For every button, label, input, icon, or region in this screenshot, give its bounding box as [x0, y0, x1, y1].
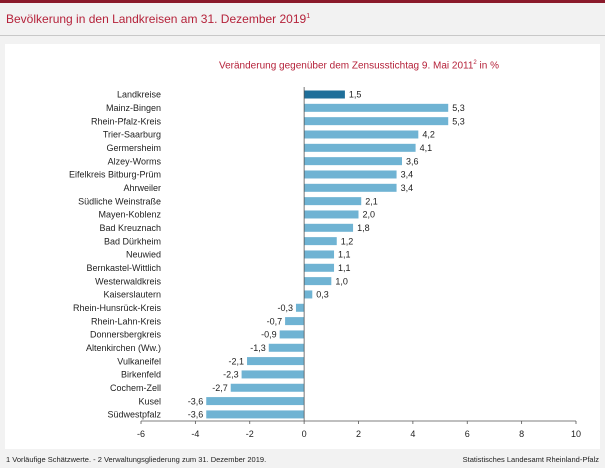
value-label: -3,6	[188, 396, 204, 406]
category-label: Germersheim	[106, 143, 161, 153]
bar	[304, 170, 397, 179]
value-label: -1,3	[250, 343, 266, 353]
category-label: Kusel	[138, 396, 161, 406]
bar	[304, 117, 449, 126]
bar	[304, 263, 335, 272]
category-label: Trier-Saarburg	[103, 130, 161, 140]
value-label: 3,4	[401, 170, 414, 180]
x-tick-label: -2	[246, 429, 254, 439]
value-label: -3,6	[188, 410, 204, 420]
category-label: Ahrweiler	[123, 183, 161, 193]
category-label: Bernkastel-Wittlich	[86, 263, 161, 273]
bar	[304, 237, 337, 246]
category-label: Bad Dürkheim	[104, 236, 161, 246]
bar	[241, 370, 305, 379]
x-tick-label: 2	[356, 429, 361, 439]
value-label: 1,8	[357, 223, 370, 233]
chart-title-footnote-mark: 1	[306, 13, 311, 20]
bar	[268, 343, 305, 352]
value-label: 1,2	[341, 236, 354, 246]
bar	[230, 383, 305, 392]
value-label: -0,3	[277, 303, 293, 313]
value-label: 5,3	[452, 103, 465, 113]
category-label: Rhein-Pfalz-Kreis	[91, 116, 162, 126]
value-label: 4,1	[420, 143, 433, 153]
category-label: Mayen-Koblenz	[98, 210, 161, 220]
value-label: 1,0	[335, 276, 348, 286]
value-label: -2,3	[223, 370, 239, 380]
value-label: 1,1	[338, 250, 351, 260]
category-label: Rhein-Lahn-Kreis	[91, 316, 162, 326]
category-label: Cochem-Zell	[110, 383, 161, 393]
value-label: -2,7	[212, 383, 228, 393]
category-label: Bad Kreuznach	[99, 223, 161, 233]
bar	[285, 317, 305, 326]
x-tick-label: 8	[519, 429, 524, 439]
category-label: Kaiserslautern	[103, 290, 161, 300]
value-label: -0,7	[267, 316, 283, 326]
x-tick-label: 0	[302, 429, 307, 439]
source-note: Statistisches Landesamt Rheinland-Pfalz	[462, 455, 599, 464]
bar	[304, 223, 354, 232]
bar	[304, 157, 402, 166]
bar	[295, 303, 305, 312]
category-label: Donnersbergkreis	[90, 330, 162, 340]
title-divider	[0, 35, 605, 36]
bar	[304, 210, 359, 219]
value-label: 0,3	[316, 290, 329, 300]
value-label: -0,9	[261, 330, 277, 340]
category-label: Westerwaldkreis	[95, 276, 161, 286]
bar	[304, 183, 397, 192]
value-label: 4,2	[422, 130, 435, 140]
category-label: Alzey-Worms	[108, 156, 162, 166]
x-tick-label: 6	[465, 429, 470, 439]
value-label: -2,1	[229, 356, 245, 366]
bar	[304, 143, 416, 152]
value-label: 3,4	[401, 183, 414, 193]
value-label: 2,1	[365, 196, 378, 206]
bar	[304, 90, 345, 99]
category-label: Südwestpfalz	[107, 410, 161, 420]
bar	[206, 397, 305, 406]
chart-subtitle-text: Veränderung gegenüber dem Zensusstichtag…	[218, 60, 474, 72]
category-label: Rhein-Hunsrück-Kreis	[73, 303, 162, 313]
chart-panel	[5, 44, 600, 449]
category-label: Birkenfeld	[121, 370, 161, 380]
value-label: 1,1	[338, 263, 351, 273]
chart-subtitle: Veränderung gegenüber dem Zensusstichtag…	[219, 60, 499, 71]
category-label: Vulkaneifel	[117, 356, 161, 366]
category-label: Südliche Weinstraße	[78, 196, 161, 206]
footnote: 1 Vorläufige Schätzwerte. - 2 Verwaltung…	[6, 455, 267, 464]
bar	[304, 250, 335, 259]
value-label: 3,6	[406, 156, 419, 166]
category-label: Landkreise	[117, 90, 161, 100]
x-tick-label: -6	[137, 429, 145, 439]
chart-title-text: Bevölkerung in den Landkreisen am 31. De…	[6, 12, 307, 26]
x-tick-label: 10	[571, 429, 581, 439]
value-label: 1,5	[349, 90, 362, 100]
chart-title: Bevölkerung in den Landkreisen am 31. De…	[6, 12, 310, 26]
value-label: 5,3	[452, 116, 465, 126]
bar	[304, 290, 313, 299]
category-label: Altenkirchen (Ww.)	[86, 343, 161, 353]
chart-subtitle-footnote-mark: 2	[473, 60, 477, 66]
bar	[279, 330, 305, 339]
bar	[247, 357, 305, 366]
bar	[304, 103, 449, 112]
category-label: Neuwied	[126, 250, 161, 260]
x-tick-label: -4	[191, 429, 199, 439]
value-label: 2,0	[363, 210, 376, 220]
bar	[304, 197, 362, 206]
x-tick-label: 4	[410, 429, 415, 439]
category-label: Eifelkreis Bitburg-Prüm	[69, 170, 161, 180]
bar	[304, 277, 332, 286]
chart-subtitle-unit: in %	[476, 60, 499, 72]
category-label: Mainz-Bingen	[106, 103, 161, 113]
bar	[304, 130, 419, 139]
top-accent-line	[0, 0, 605, 3]
bar	[206, 410, 305, 419]
